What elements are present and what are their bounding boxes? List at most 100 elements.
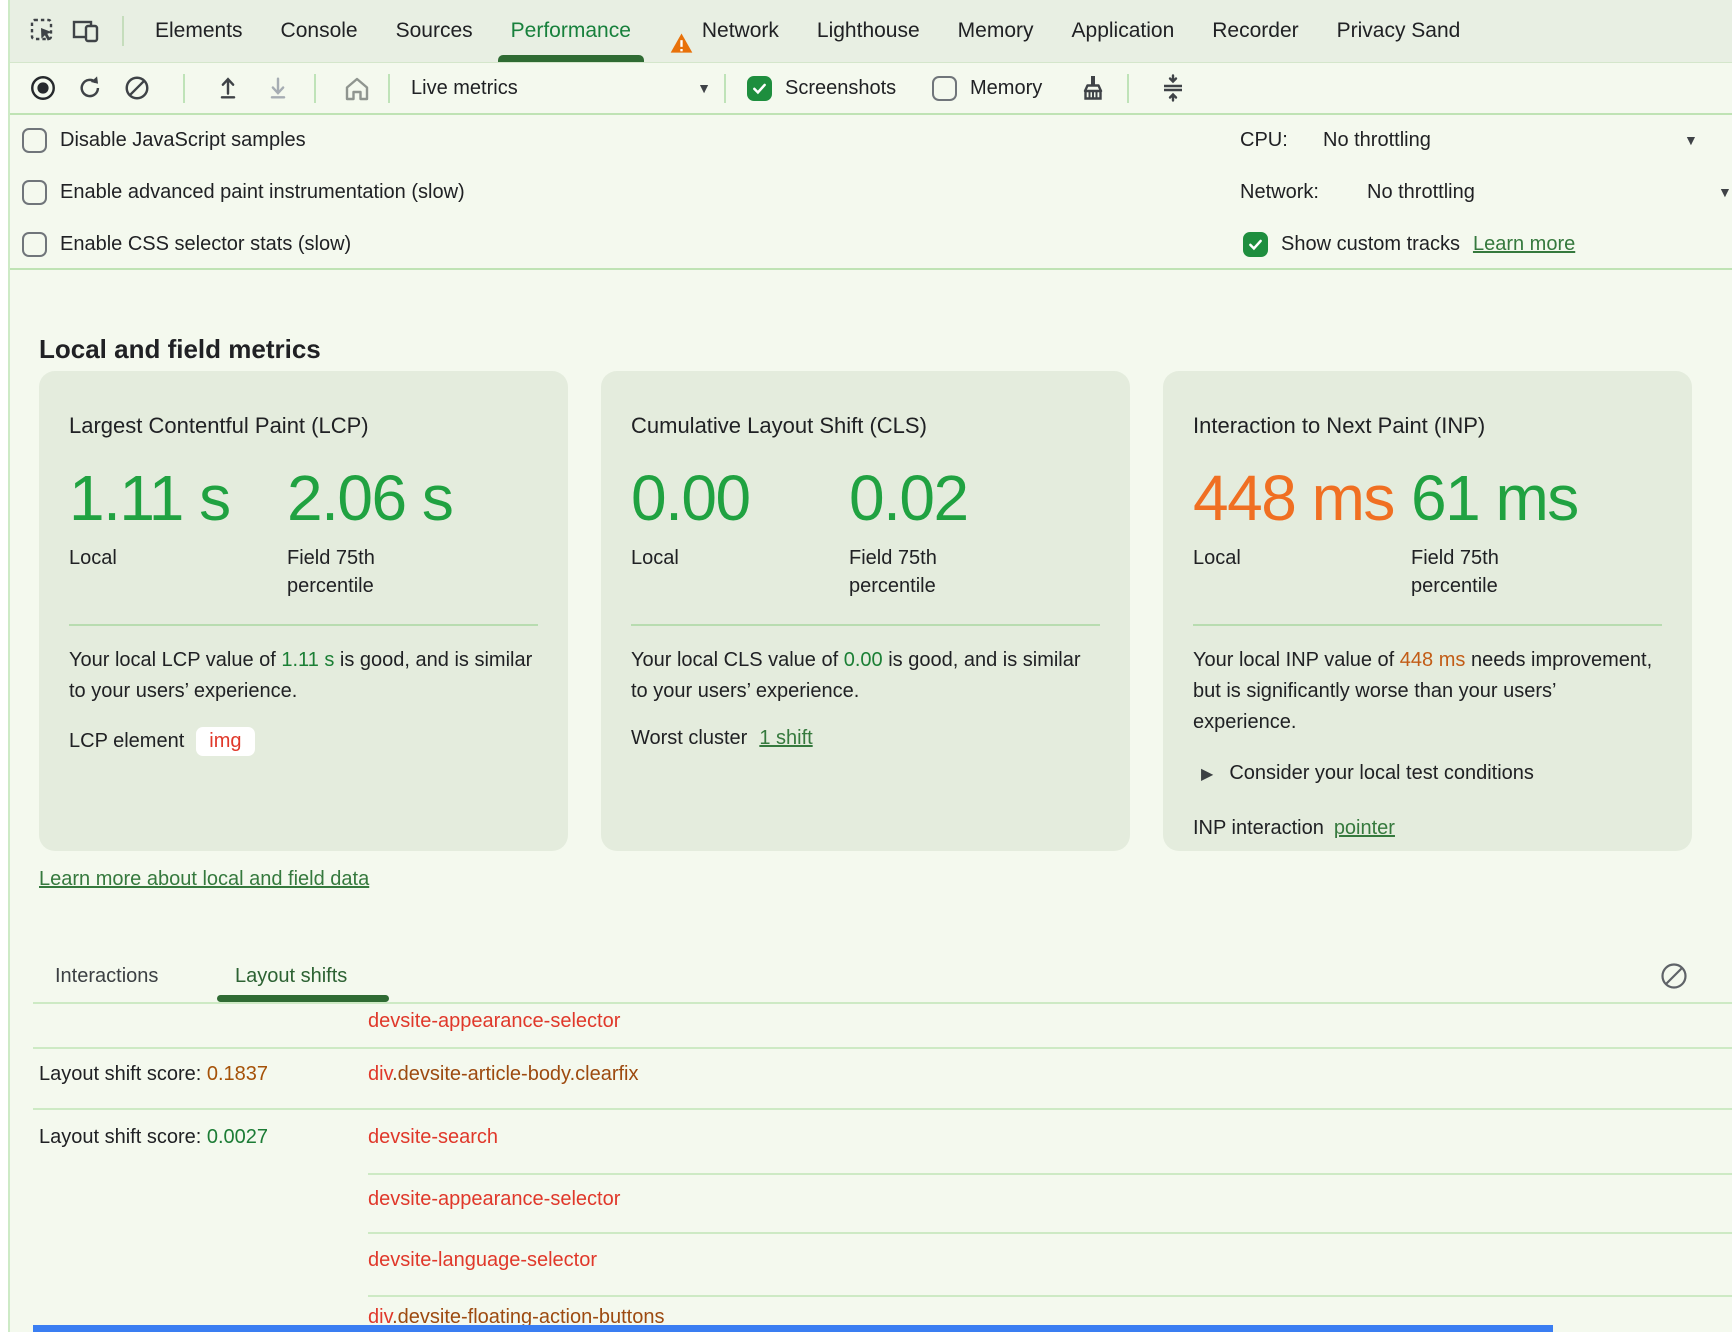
lcp-element-node-link[interactable]: img [196, 727, 254, 756]
lcp-card-title: Largest Contentful Paint (LCP) [69, 413, 538, 439]
inp-card: Interaction to Next Paint (INP) 448 ms L… [1163, 371, 1692, 851]
metric-cards: Largest Contentful Paint (LCP) 1.11 s Lo… [39, 371, 1692, 851]
tab-network-label: Network [702, 0, 779, 62]
cls-card: Cumulative Layout Shift (CLS) 0.00 Local… [601, 371, 1130, 851]
advanced-paint-checkbox[interactable] [22, 180, 47, 205]
divider [314, 74, 316, 103]
disable-js-samples-option[interactable]: Disable JavaScript samples [22, 122, 306, 158]
inp-local-value: 448 ms [1193, 461, 1411, 535]
layout-shift-row: Layout shift score: 0.1837 [39, 1063, 268, 1086]
memory-toggle[interactable]: Memory [932, 63, 1042, 113]
node-link[interactable]: div [368, 1063, 392, 1085]
node-link[interactable]: devsite-appearance-selector [368, 1188, 620, 1210]
tab-memory[interactable]: Memory [939, 0, 1053, 62]
selected-log-tab-underline [217, 995, 389, 1002]
tab-application[interactable]: Application [1053, 0, 1194, 62]
garbage-collect-icon[interactable] [1078, 73, 1106, 101]
metrics-heading: Local and field metrics [39, 334, 321, 365]
advanced-paint-option[interactable]: Enable advanced paint instrumentation (s… [22, 174, 465, 210]
node-link[interactable]: devsite-appearance-selector [368, 1010, 620, 1032]
layout-shift-row: Layout shift score: 0.0027 [39, 1126, 268, 1149]
node-link-classes[interactable]: .devsite-article-body.clearfix [392, 1063, 638, 1085]
divider [388, 74, 390, 103]
custom-tracks-row[interactable]: Show custom tracks Learn more [1243, 226, 1575, 262]
inp-inline-value: 448 ms [1400, 649, 1466, 671]
screenshots-toggle[interactable]: Screenshots [747, 63, 896, 113]
reload-record-button[interactable] [76, 74, 104, 102]
cpu-throttling-row: CPU: No throttling [1240, 122, 1431, 158]
cls-card-title: Cumulative Layout Shift (CLS) [631, 413, 1100, 439]
tab-interactions[interactable]: Interactions [55, 950, 158, 1002]
disable-js-samples-label: Disable JavaScript samples [60, 129, 306, 152]
divider [1193, 624, 1662, 626]
chevron-down-icon: ▼ [697, 80, 711, 96]
divider [33, 1002, 1732, 1004]
custom-tracks-label: Show custom tracks [1281, 233, 1460, 256]
lcp-field-label: Field 75th percentile [287, 544, 427, 600]
tab-performance[interactable]: Performance [492, 0, 650, 62]
inspect-element-icon[interactable] [28, 16, 58, 46]
panel-tabs: Elements Console Sources Performance Net… [136, 0, 1479, 62]
layout-shift-row-selector: devsite-search [368, 1126, 498, 1149]
worst-cluster-link[interactable]: 1 shift [759, 727, 812, 750]
lcp-description: Your local LCP value of 1.11 s is good, … [69, 645, 538, 707]
css-selector-stats-option[interactable]: Enable CSS selector stats (slow) [22, 226, 351, 262]
panel-left-border [0, 0, 10, 1332]
record-button[interactable] [29, 74, 57, 102]
layout-shift-row: devsite-appearance-selector [368, 1188, 620, 1211]
node-link[interactable]: devsite-search [368, 1126, 498, 1148]
tab-console[interactable]: Console [262, 0, 377, 62]
layout-shift-row: devsite-appearance-selector [368, 1010, 620, 1033]
memory-label: Memory [970, 77, 1042, 100]
cls-inline-value: 0.00 [844, 649, 883, 671]
screenshots-checkbox[interactable] [747, 76, 772, 101]
cpu-chevron-down-icon[interactable]: ▼ [1684, 132, 1698, 148]
tab-lighthouse[interactable]: Lighthouse [798, 0, 939, 62]
field-data-learn-more-link[interactable]: Learn more about local and field data [39, 868, 369, 891]
disable-js-samples-checkbox[interactable] [22, 128, 47, 153]
clear-log-icon[interactable] [1659, 961, 1689, 991]
tab-sources[interactable]: Sources [377, 0, 492, 62]
layout-shift-row: devsite-language-selector [368, 1249, 597, 1272]
device-toolbar-icon[interactable] [71, 16, 101, 46]
cpu-throttling-select[interactable]: No throttling [1323, 129, 1431, 152]
cls-local-label: Local [631, 544, 771, 572]
network-chevron-down-icon[interactable]: ▼ [1718, 184, 1732, 200]
clear-button[interactable] [123, 74, 151, 102]
tab-performance-label: Performance [511, 19, 631, 42]
save-profile-icon[interactable] [264, 74, 292, 102]
network-throttling-select[interactable]: No throttling [1367, 181, 1475, 204]
cls-field-label: Field 75th percentile [849, 544, 989, 600]
score-label: Layout shift score: [39, 1126, 207, 1148]
cls-field-value: 0.02 [849, 461, 1100, 535]
tab-recorder[interactable]: Recorder [1193, 0, 1317, 62]
local-test-conditions-disclosure[interactable]: ▶ Consider your local test conditions [1193, 762, 1662, 785]
local-test-conditions-label: Consider your local test conditions [1229, 762, 1534, 785]
custom-tracks-learn-more-link[interactable]: Learn more [1473, 233, 1575, 256]
css-selector-stats-checkbox[interactable] [22, 232, 47, 257]
inp-field-label: Field 75th percentile [1411, 544, 1551, 600]
inp-interaction-label: INP interaction [1193, 817, 1324, 840]
inp-local-label: Local [1193, 544, 1333, 572]
view-mode-dropdown[interactable]: Live metrics ▼ [411, 63, 711, 113]
home-icon[interactable] [342, 74, 370, 102]
tab-network[interactable]: Network [650, 0, 798, 62]
selected-row-highlight [33, 1325, 1553, 1332]
network-label: Network: [1240, 181, 1367, 204]
divider [1127, 74, 1129, 103]
selected-tab-underline [498, 55, 644, 62]
tab-elements[interactable]: Elements [136, 0, 262, 62]
tab-privacy-sandbox[interactable]: Privacy Sand [1318, 0, 1480, 62]
inp-interaction-link[interactable]: pointer [1334, 817, 1395, 840]
node-link[interactable]: devsite-language-selector [368, 1249, 597, 1271]
cpu-label: CPU: [1240, 129, 1323, 152]
screenshots-label: Screenshots [785, 77, 896, 100]
warning-icon [669, 19, 694, 44]
collapse-panel-icon[interactable] [1158, 73, 1186, 101]
load-profile-icon[interactable] [214, 74, 242, 102]
css-selector-stats-label: Enable CSS selector stats (slow) [60, 233, 351, 256]
custom-tracks-checkbox[interactable] [1243, 232, 1268, 257]
memory-checkbox[interactable] [932, 76, 957, 101]
divider [122, 16, 124, 46]
score-value: 0.0027 [207, 1126, 268, 1148]
